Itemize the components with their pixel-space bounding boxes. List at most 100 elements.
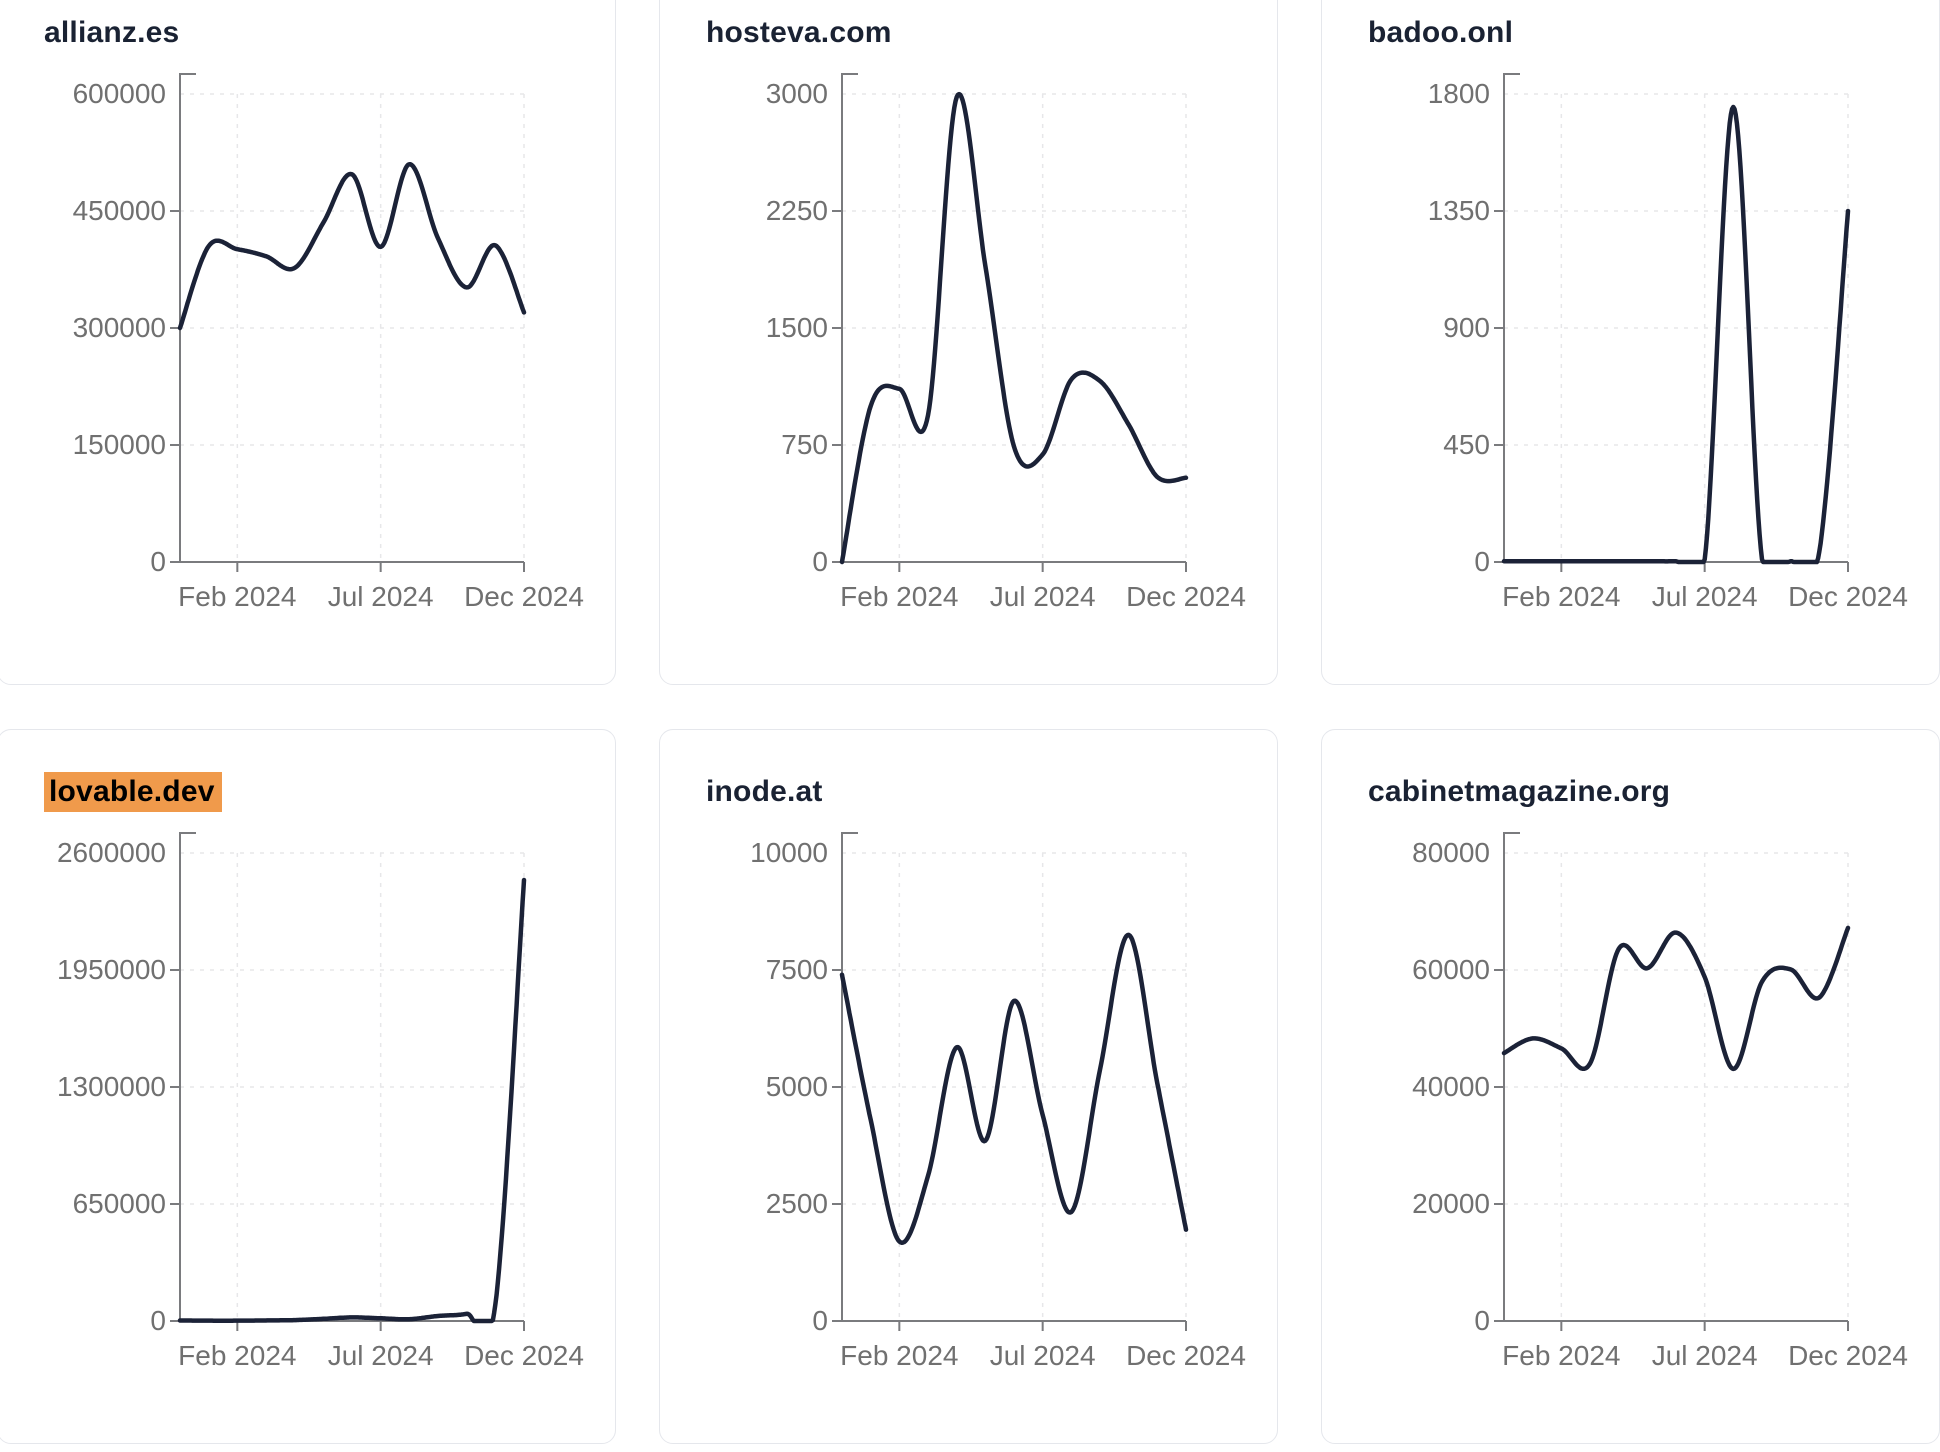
x-tick-label: Feb 2024 (178, 1340, 296, 1371)
line-chart: 0 750 1500 2250 3000 Feb 2024 Jul 2024 Dec 2024 (766, 73, 1246, 612)
series-line (177, 877, 527, 1324)
x-tick-label: Feb 2024 (1502, 581, 1620, 612)
series-line (839, 932, 1189, 1245)
y-tick-label: 2250 (766, 195, 828, 226)
x-tick-label: Dec 2024 (1126, 1340, 1246, 1371)
axes (170, 832, 525, 1331)
tick-marks (832, 210, 1187, 572)
chart-card: hosteva.com 0 750 1500 2250 3000 Feb 2024 Jul … (659, 0, 1278, 685)
x-tick-labels: Feb 2024 Jul 2024 Dec 2024 (1502, 581, 1908, 612)
y-tick-label: 650000 (73, 1188, 166, 1219)
axis-lines (841, 73, 1186, 563)
y-tick-label: 150000 (73, 429, 166, 460)
tick-marks (1494, 210, 1849, 572)
y-tick-label: 0 (1474, 1305, 1490, 1336)
y-tick-label: 0 (150, 546, 166, 577)
line-chart: 0 450 900 1350 1800 Feb 2024 Jul 2024 Dec 2024 (1428, 73, 1908, 612)
chart-title: hosteva.com (706, 15, 1277, 51)
axis-lines (1503, 73, 1848, 563)
axis-lines (179, 832, 524, 1322)
y-tick-label: 0 (1474, 546, 1490, 577)
gridlines (1504, 93, 1849, 562)
axes (832, 832, 1187, 1331)
series-line (1501, 104, 1851, 565)
x-tick-label: Feb 2024 (1502, 1340, 1620, 1371)
chart-title-text: allianz.es (44, 16, 180, 49)
chart-title: badoo.onl (1368, 15, 1939, 51)
y-tick-label: 0 (150, 1305, 166, 1336)
x-tick-label: Dec 2024 (1788, 581, 1908, 612)
x-tick-label: Jul 2024 (1652, 1340, 1758, 1371)
line-chart: 0 2500 5000 7500 10000 Feb 2024 Jul 2024 Dec 20… (750, 832, 1246, 1371)
x-tick-label: Feb 2024 (840, 1340, 958, 1371)
y-tick-label: 450000 (73, 195, 166, 226)
y-tick-label: 900 (1443, 312, 1490, 343)
y-tick-label: 1800 (1428, 78, 1490, 109)
chart-title-text: hosteva.com (706, 16, 892, 49)
x-tick-label: Dec 2024 (464, 581, 584, 612)
x-tick-labels: Feb 2024 Jul 2024 Dec 2024 (840, 1340, 1246, 1371)
chart-card: allianz.es 0 150000 300000 450000 600000 Feb … (0, 0, 616, 685)
y-tick-labels: 0 450 900 1350 1800 (1428, 78, 1490, 577)
y-tick-labels: 0 750 1500 2250 3000 (766, 78, 828, 577)
axes (170, 73, 525, 572)
y-tick-label: 1350 (1428, 195, 1490, 226)
axes (1494, 73, 1849, 572)
x-tick-label: Dec 2024 (1126, 581, 1246, 612)
x-tick-label: Feb 2024 (840, 581, 958, 612)
x-tick-labels: Feb 2024 Jul 2024 Dec 2024 (840, 581, 1246, 612)
chart-title-text: lovable.dev (44, 772, 222, 812)
y-tick-label: 60000 (1412, 954, 1490, 985)
series-line (177, 161, 527, 331)
y-tick-label: 2600000 (57, 837, 166, 868)
y-tick-label: 20000 (1412, 1188, 1490, 1219)
y-tick-label: 5000 (766, 1071, 828, 1102)
y-tick-label: 3000 (766, 78, 828, 109)
y-tick-label: 600000 (73, 78, 166, 109)
x-tick-labels: Feb 2024 Jul 2024 Dec 2024 (178, 581, 584, 612)
y-tick-label: 300000 (73, 312, 166, 343)
chart-title-text: inode.at (706, 775, 823, 808)
y-tick-labels: 0 2500 5000 7500 10000 (750, 837, 828, 1336)
chart-card: badoo.onl 0 450 900 1350 1800 Feb 2024 Jul 202… (1321, 0, 1940, 685)
y-tick-label: 2500 (766, 1188, 828, 1219)
axes (1494, 832, 1849, 1331)
y-tick-label: 1500 (766, 312, 828, 343)
chart-title: inode.at (706, 774, 1277, 810)
y-tick-labels: 0 650000 1300000 1950000 2600000 (57, 837, 166, 1336)
axis-lines (841, 832, 1186, 1322)
x-tick-label: Feb 2024 (178, 581, 296, 612)
axes (832, 73, 1187, 572)
gridlines (842, 852, 1187, 1321)
y-tick-labels: 0 150000 300000 450000 600000 (73, 78, 166, 577)
gridlines (180, 852, 525, 1321)
y-tick-label: 80000 (1412, 837, 1490, 868)
tick-marks (170, 210, 525, 572)
x-tick-label: Jul 2024 (328, 1340, 434, 1371)
y-tick-label: 0 (812, 546, 828, 577)
tick-marks (170, 969, 525, 1331)
axis-lines (179, 73, 524, 563)
line-chart: 0 20000 40000 60000 80000 Feb 2024 Jul 2024 Dec… (1412, 832, 1908, 1371)
y-tick-label: 750 (781, 429, 828, 460)
y-tick-label: 1300000 (57, 1071, 166, 1102)
x-tick-label: Jul 2024 (990, 1340, 1096, 1371)
chart-title-text: badoo.onl (1368, 16, 1514, 49)
series-line (1501, 925, 1851, 1072)
x-tick-label: Jul 2024 (990, 581, 1096, 612)
line-chart: 0 150000 300000 450000 600000 Feb 2024 Jul 202… (73, 73, 584, 612)
y-tick-label: 7500 (766, 954, 828, 985)
chart-title: cabinetmagazine.org (1368, 774, 1939, 810)
gridlines (1504, 852, 1849, 1321)
x-tick-label: Dec 2024 (464, 1340, 584, 1371)
x-tick-labels: Feb 2024 Jul 2024 Dec 2024 (1502, 1340, 1908, 1371)
y-tick-label: 450 (1443, 429, 1490, 460)
gridlines (180, 93, 525, 562)
chart-title: allianz.es (44, 15, 615, 51)
x-tick-label: Jul 2024 (1652, 581, 1758, 612)
tick-marks (832, 969, 1187, 1331)
chart-title: lovable.dev (44, 772, 615, 812)
chart-card: cabinetmagazine.org 0 20000 40000 60000 8000… (1321, 729, 1940, 1444)
gridlines (842, 93, 1187, 562)
